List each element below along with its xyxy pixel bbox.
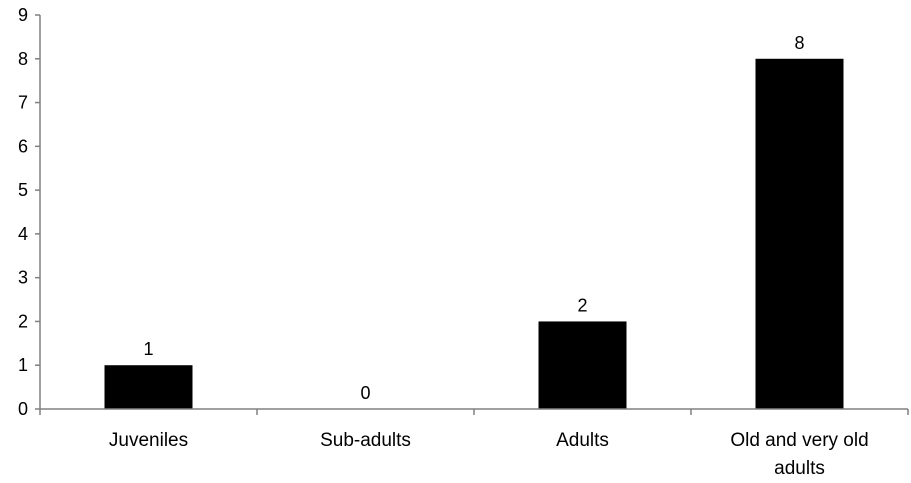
y-tick-label: 6: [18, 136, 28, 156]
category-label: Old and very old adults: [730, 430, 868, 479]
y-tick-label: 5: [18, 180, 28, 200]
data-label: 1: [143, 339, 153, 359]
category-label: Juveniles: [109, 430, 188, 451]
category-label-line: Juveniles: [109, 430, 188, 451]
axes: [39, 15, 908, 410]
category-label-line: adults: [774, 458, 825, 479]
category-label-line: Adults: [556, 430, 609, 451]
data-label: 0: [360, 383, 370, 403]
y-tick-label: 9: [18, 5, 28, 25]
x-axis-ticks: [39, 409, 909, 415]
bar-series: [104, 58, 844, 410]
bar: [104, 365, 193, 409]
y-tick-label: 8: [18, 49, 28, 69]
data-label: 8: [794, 33, 804, 53]
y-axis-ticks: 0 1 2 3 4 5 6 7 8 9: [18, 5, 40, 419]
data-labels: 1 0 2 8: [143, 33, 804, 403]
category-label-line: Old and very old: [730, 430, 868, 451]
y-tick-label: 4: [18, 224, 28, 244]
category-label: Sub-adults: [320, 430, 411, 451]
category-label-line: Sub-adults: [320, 430, 411, 451]
category-labels: Juveniles Sub-adults Adults Old and very ol…: [109, 430, 869, 479]
bar: [538, 321, 627, 409]
y-tick-label: 7: [18, 93, 28, 113]
data-label: 2: [577, 295, 587, 315]
bar: [755, 58, 844, 410]
y-tick-label: 2: [18, 311, 28, 331]
y-tick-label: 3: [18, 268, 28, 288]
y-tick-label: 1: [18, 355, 28, 375]
category-label: Adults: [556, 430, 609, 451]
y-tick-label: 0: [18, 399, 28, 419]
